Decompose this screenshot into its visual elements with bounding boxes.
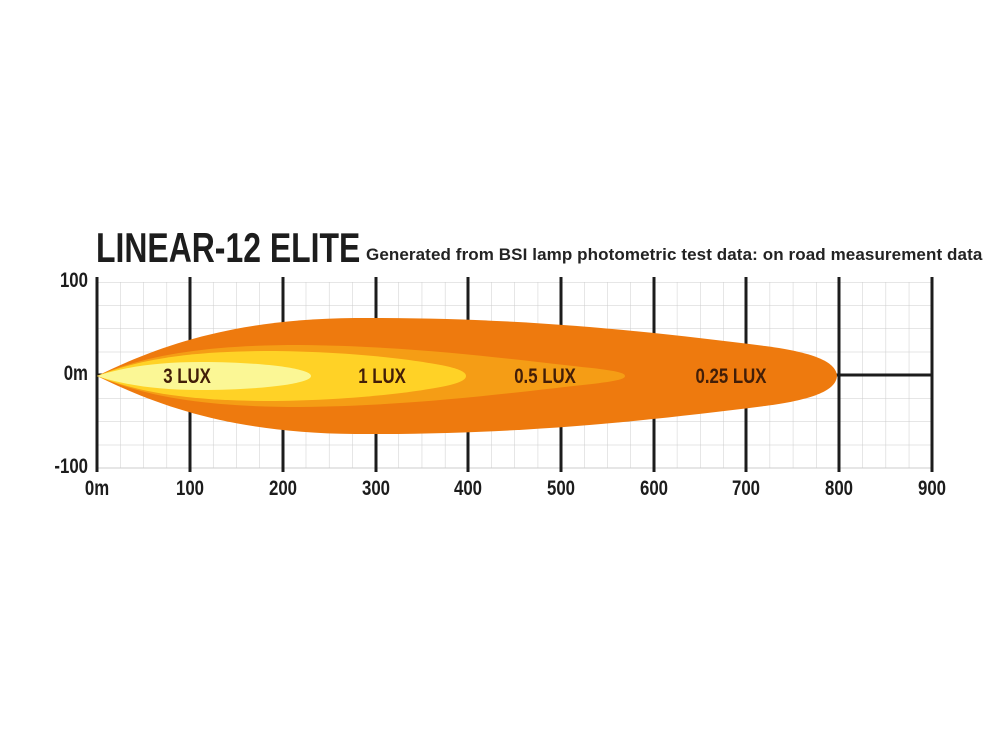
zone-label-3-lux: 3 LUX	[163, 365, 211, 388]
zone-label-1-lux: 1 LUX	[358, 365, 406, 388]
x-tick-600: 600	[639, 477, 669, 500]
x-tick-300: 300	[361, 477, 391, 500]
chart-subtitle: Generated from BSI lamp photometric test…	[366, 245, 983, 264]
x-tick-100: 100	[175, 477, 205, 500]
x-tick-800: 800	[824, 477, 854, 500]
x-tick-200: 200	[268, 477, 298, 500]
page-title: LINEAR-12 ELITE	[96, 224, 361, 271]
y-tick-100: 100	[59, 269, 88, 292]
y-tick-0m: 0m	[63, 362, 88, 385]
x-tick-400: 400	[453, 477, 483, 500]
zone-label-0-5-lux: 0.5 LUX	[514, 365, 576, 388]
x-tick-500: 500	[546, 477, 576, 500]
zone-label-0-25-lux: 0.25 LUX	[695, 365, 767, 388]
beam-zone-3-lux-area	[97, 362, 311, 390]
x-tick-700: 700	[731, 477, 761, 500]
x-tick-900: 900	[917, 477, 947, 500]
x-tick-0m: 0m	[84, 477, 110, 500]
y-tick-minus-100: -100	[54, 455, 88, 478]
